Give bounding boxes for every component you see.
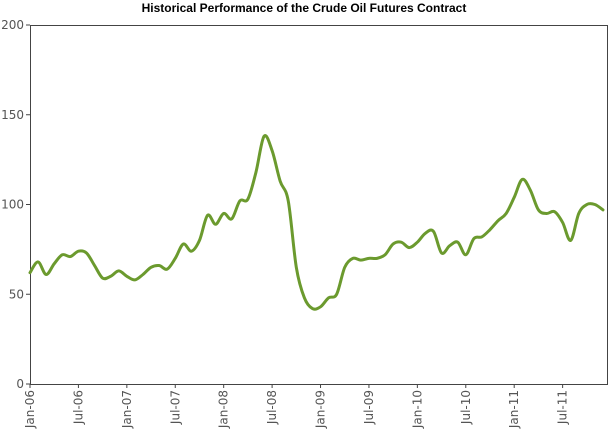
plot-frame [30, 25, 608, 385]
y-tick-label: 0 [16, 377, 24, 391]
y-tick-label: 50 [9, 287, 24, 301]
y-axis: 0 50 100 150 200 [1, 18, 30, 391]
x-tick-label: Jul-06 [71, 390, 85, 425]
y-tick-label: 150 [1, 108, 24, 122]
x-tick-label: Jan-11 [507, 390, 521, 429]
x-tick-label: Jul-10 [459, 390, 473, 425]
series-line [28, 134, 605, 311]
x-tick-label: Jan-07 [120, 390, 134, 429]
chart-title: Historical Performance of the Crude Oil … [141, 1, 467, 15]
series-layer [28, 134, 605, 311]
y-tick-label: 100 [1, 198, 24, 212]
x-tick-label: Jan-08 [217, 390, 231, 429]
x-tick-label: Jan-09 [314, 390, 328, 429]
x-tick-label: Jul-09 [362, 390, 376, 425]
x-tick-label: Jul-11 [556, 390, 570, 425]
y-tick-label: 200 [1, 18, 24, 32]
x-tick-label: Jan-10 [410, 390, 424, 429]
x-tick-label: Jul-07 [168, 390, 182, 425]
x-tick-label: Jan-06 [23, 390, 37, 429]
x-axis: Jan-06 Jul-06 Jan-07 Jul-07 Jan-08 Jul-08 Jan-… [23, 384, 570, 429]
x-tick-label: Jul-08 [265, 390, 279, 425]
